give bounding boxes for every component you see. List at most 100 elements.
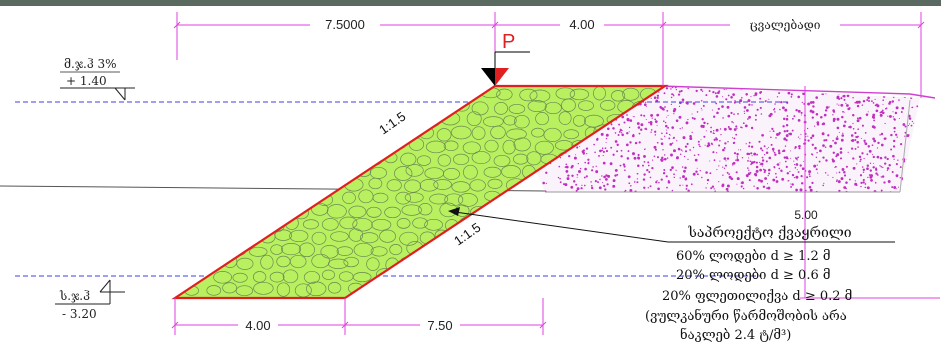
soil-dot <box>679 184 681 187</box>
rock-stone <box>281 243 302 256</box>
rock-stone <box>493 154 511 167</box>
rock-stone <box>330 231 349 242</box>
soil-dot <box>872 137 875 141</box>
soil-dot <box>774 153 777 156</box>
soil-dot <box>785 123 789 127</box>
soil-dot <box>893 186 897 189</box>
rock-stone <box>416 155 432 166</box>
soil-dot <box>800 133 802 135</box>
soil-dot <box>660 138 662 140</box>
rock-stone <box>269 271 285 283</box>
soil-dot <box>896 188 898 190</box>
soil-dot <box>672 94 675 97</box>
soil-dot <box>751 161 754 165</box>
soil-dot <box>605 137 608 140</box>
soil-dot <box>708 90 711 92</box>
rock-stone <box>551 244 565 259</box>
rock-stone <box>271 178 287 193</box>
soil-dot <box>807 139 810 142</box>
soil-dot <box>887 180 891 183</box>
soil-dot <box>633 156 637 160</box>
top-border-strip <box>0 0 941 6</box>
soil-dot <box>866 167 869 171</box>
soil-dot <box>748 86 751 88</box>
soil-dot <box>758 140 761 143</box>
rock-stone <box>433 179 452 190</box>
soil-dot <box>636 178 639 180</box>
soil-dot <box>662 149 664 151</box>
soil-dot <box>874 181 877 184</box>
soil-dot <box>533 183 536 186</box>
bottom-dimension-line <box>171 321 547 329</box>
soil-dot <box>877 141 880 145</box>
soil-dot <box>624 169 626 171</box>
soil-dot <box>861 104 864 106</box>
soil-dot <box>706 144 710 148</box>
soil-dot <box>624 189 627 192</box>
soil-dot <box>625 143 629 147</box>
rock-stone <box>242 204 259 219</box>
soil-dot <box>785 165 788 169</box>
soil-dot <box>898 117 900 120</box>
soil-dot <box>790 183 792 185</box>
rock-stone <box>558 111 572 125</box>
soil-dot <box>692 172 696 176</box>
rock-stone <box>386 179 402 192</box>
rock-stone <box>572 114 586 127</box>
soil-dot <box>821 93 823 95</box>
soil-dot <box>748 169 750 171</box>
soil-dot <box>870 174 873 178</box>
rock-stone <box>471 126 486 140</box>
rock-stone <box>535 112 549 126</box>
soil-dot <box>766 187 768 189</box>
rock-stone <box>444 193 464 206</box>
soil-dot <box>715 152 718 154</box>
rock-stone <box>205 124 224 139</box>
rock-stone <box>289 155 309 166</box>
soil-dot <box>747 99 751 103</box>
rock-stone <box>232 138 248 150</box>
soil-dot <box>900 143 903 146</box>
soil-dot <box>653 145 657 149</box>
soil-dot <box>834 166 836 169</box>
rock-stone <box>228 193 248 206</box>
rock-stone <box>366 206 382 218</box>
soil-dot <box>861 124 864 127</box>
soil-dot <box>821 132 825 136</box>
soil-dot <box>753 160 756 164</box>
rock-stone <box>354 87 368 102</box>
soil-dot <box>908 117 912 120</box>
soil-dot <box>647 161 650 164</box>
rock-stone <box>473 285 490 297</box>
soil-dot <box>761 159 765 162</box>
soil-dot <box>621 133 624 137</box>
rock-stone <box>318 140 339 153</box>
soil-dot <box>780 100 783 104</box>
rock-stone <box>494 229 510 241</box>
soil-dot <box>759 91 762 94</box>
soil-dot <box>846 104 849 107</box>
soil-dot <box>685 187 688 190</box>
soil-dot <box>789 132 793 136</box>
rock-stone <box>249 246 268 257</box>
soil-dot <box>791 117 794 120</box>
legend-line-2: 20% ლოდები d ≥ 0.6 მ <box>676 268 830 283</box>
rock-stone <box>348 205 367 218</box>
rock-stone <box>265 87 286 98</box>
soil-dot <box>733 113 735 116</box>
soil-dot <box>845 181 848 184</box>
soil-dot <box>701 109 703 111</box>
soil-dot <box>812 105 815 108</box>
rock-stone <box>418 203 433 216</box>
rock-stone <box>214 125 236 140</box>
soil-dot <box>869 162 872 165</box>
soil-dot <box>856 163 858 165</box>
soil-dot <box>678 105 681 108</box>
rock-stone <box>444 88 464 102</box>
rock-stone <box>223 233 238 244</box>
soil-dot <box>875 172 878 175</box>
soil-dot <box>778 92 781 95</box>
soil-dot <box>600 132 604 136</box>
soil-dot <box>696 111 699 113</box>
soil-dot <box>891 100 895 103</box>
